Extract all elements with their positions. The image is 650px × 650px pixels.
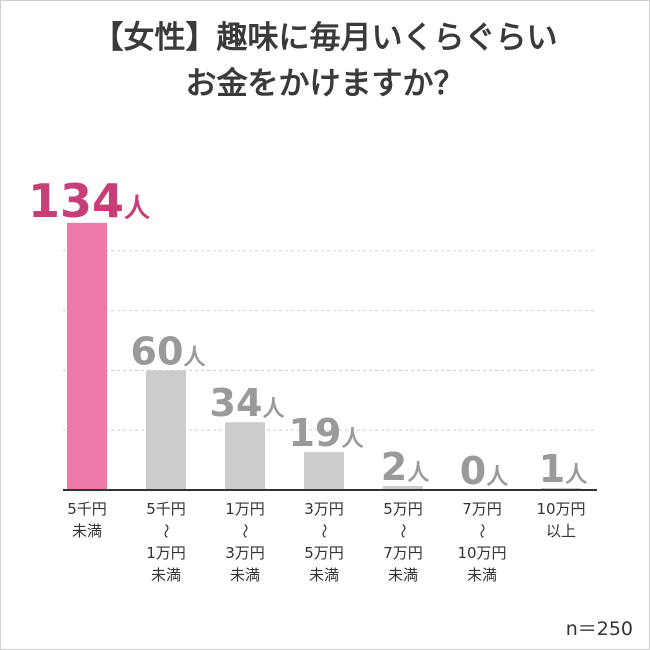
category-label-line: 7万円 — [383, 544, 423, 562]
category-label-line: 1万円 — [146, 544, 186, 562]
bar-value-number: 19 — [289, 411, 342, 455]
bar-value-label: 134人 — [28, 174, 150, 228]
bar-value-unit: 人 — [183, 345, 205, 370]
category-label-line: 10万円 — [536, 500, 585, 518]
category-label-line: 3万円 — [304, 500, 344, 518]
bar-value-unit: 人 — [262, 397, 284, 422]
category-label-line: 3万円 — [225, 544, 265, 562]
sample-size: n＝250 — [565, 618, 633, 640]
category-label-line: 5千円 — [67, 500, 107, 518]
bar-value-label: 1人 — [539, 447, 587, 491]
category-label-line: 10万円 — [457, 544, 506, 562]
bar-value-unit: 人 — [124, 194, 150, 224]
bar-value-number: 2 — [381, 445, 407, 489]
bar-value-number: 0 — [460, 449, 486, 493]
bar-value-number: 1 — [539, 447, 565, 491]
category-label-line: 1万円 — [225, 500, 265, 518]
category-label-line: 〜 — [394, 523, 412, 538]
bar-value-number: 134 — [28, 174, 124, 228]
category-label-line: 〜 — [236, 523, 254, 538]
bar-value-unit: 人 — [407, 461, 429, 486]
bar-value-label: 60人 — [131, 329, 206, 373]
category-label-line: 5万円 — [383, 500, 423, 518]
bar-value-label: 19人 — [289, 411, 364, 455]
bar-value-unit: 人 — [341, 427, 363, 452]
category-label-line: 5千円 — [146, 500, 186, 518]
category-label-line: 5万円 — [304, 544, 344, 562]
bar-value-number: 60 — [131, 329, 184, 373]
category-label-line: 〜 — [473, 523, 491, 538]
category-label-line: 未満 — [151, 566, 181, 584]
bar-value-unit: 人 — [486, 465, 508, 490]
category-label-line: 未満 — [388, 566, 418, 584]
bar-value-label: 0人 — [460, 449, 508, 493]
chart-title: 【女性】趣味に毎月いくらぐらい お金をかけますか？ — [1, 15, 649, 107]
bar-value-label: 2人 — [381, 445, 429, 489]
category-label-line: 〜 — [315, 523, 333, 538]
grid-lines — [63, 250, 597, 431]
chart-title-line-1: 【女性】趣味に毎月いくらぐらい — [92, 20, 558, 56]
category-label-line: 未満 — [467, 566, 497, 584]
bars — [67, 222, 581, 491]
category-label-line: 〜 — [157, 523, 175, 538]
category-label-line: 未満 — [72, 522, 102, 540]
chart-title-line-2: お金をかけますか？ — [185, 66, 465, 102]
category-label-line: 7万円 — [462, 500, 502, 518]
bar — [304, 452, 344, 490]
bar — [383, 486, 423, 490]
category-labels: 5千円未満5千円〜1万円未満1万円〜3万円未満3万円〜5万円未満5万円〜7万円未… — [67, 500, 585, 584]
bar-value-number: 34 — [210, 381, 263, 425]
bar — [146, 370, 186, 490]
category-label-line: 以上 — [546, 522, 576, 540]
bar-value-unit: 人 — [565, 463, 587, 488]
category-label-line: 未満 — [309, 566, 339, 584]
bar-value-label: 34人 — [210, 381, 285, 425]
bar — [67, 222, 107, 491]
category-label-line: 未満 — [230, 566, 260, 584]
bar — [225, 422, 265, 490]
